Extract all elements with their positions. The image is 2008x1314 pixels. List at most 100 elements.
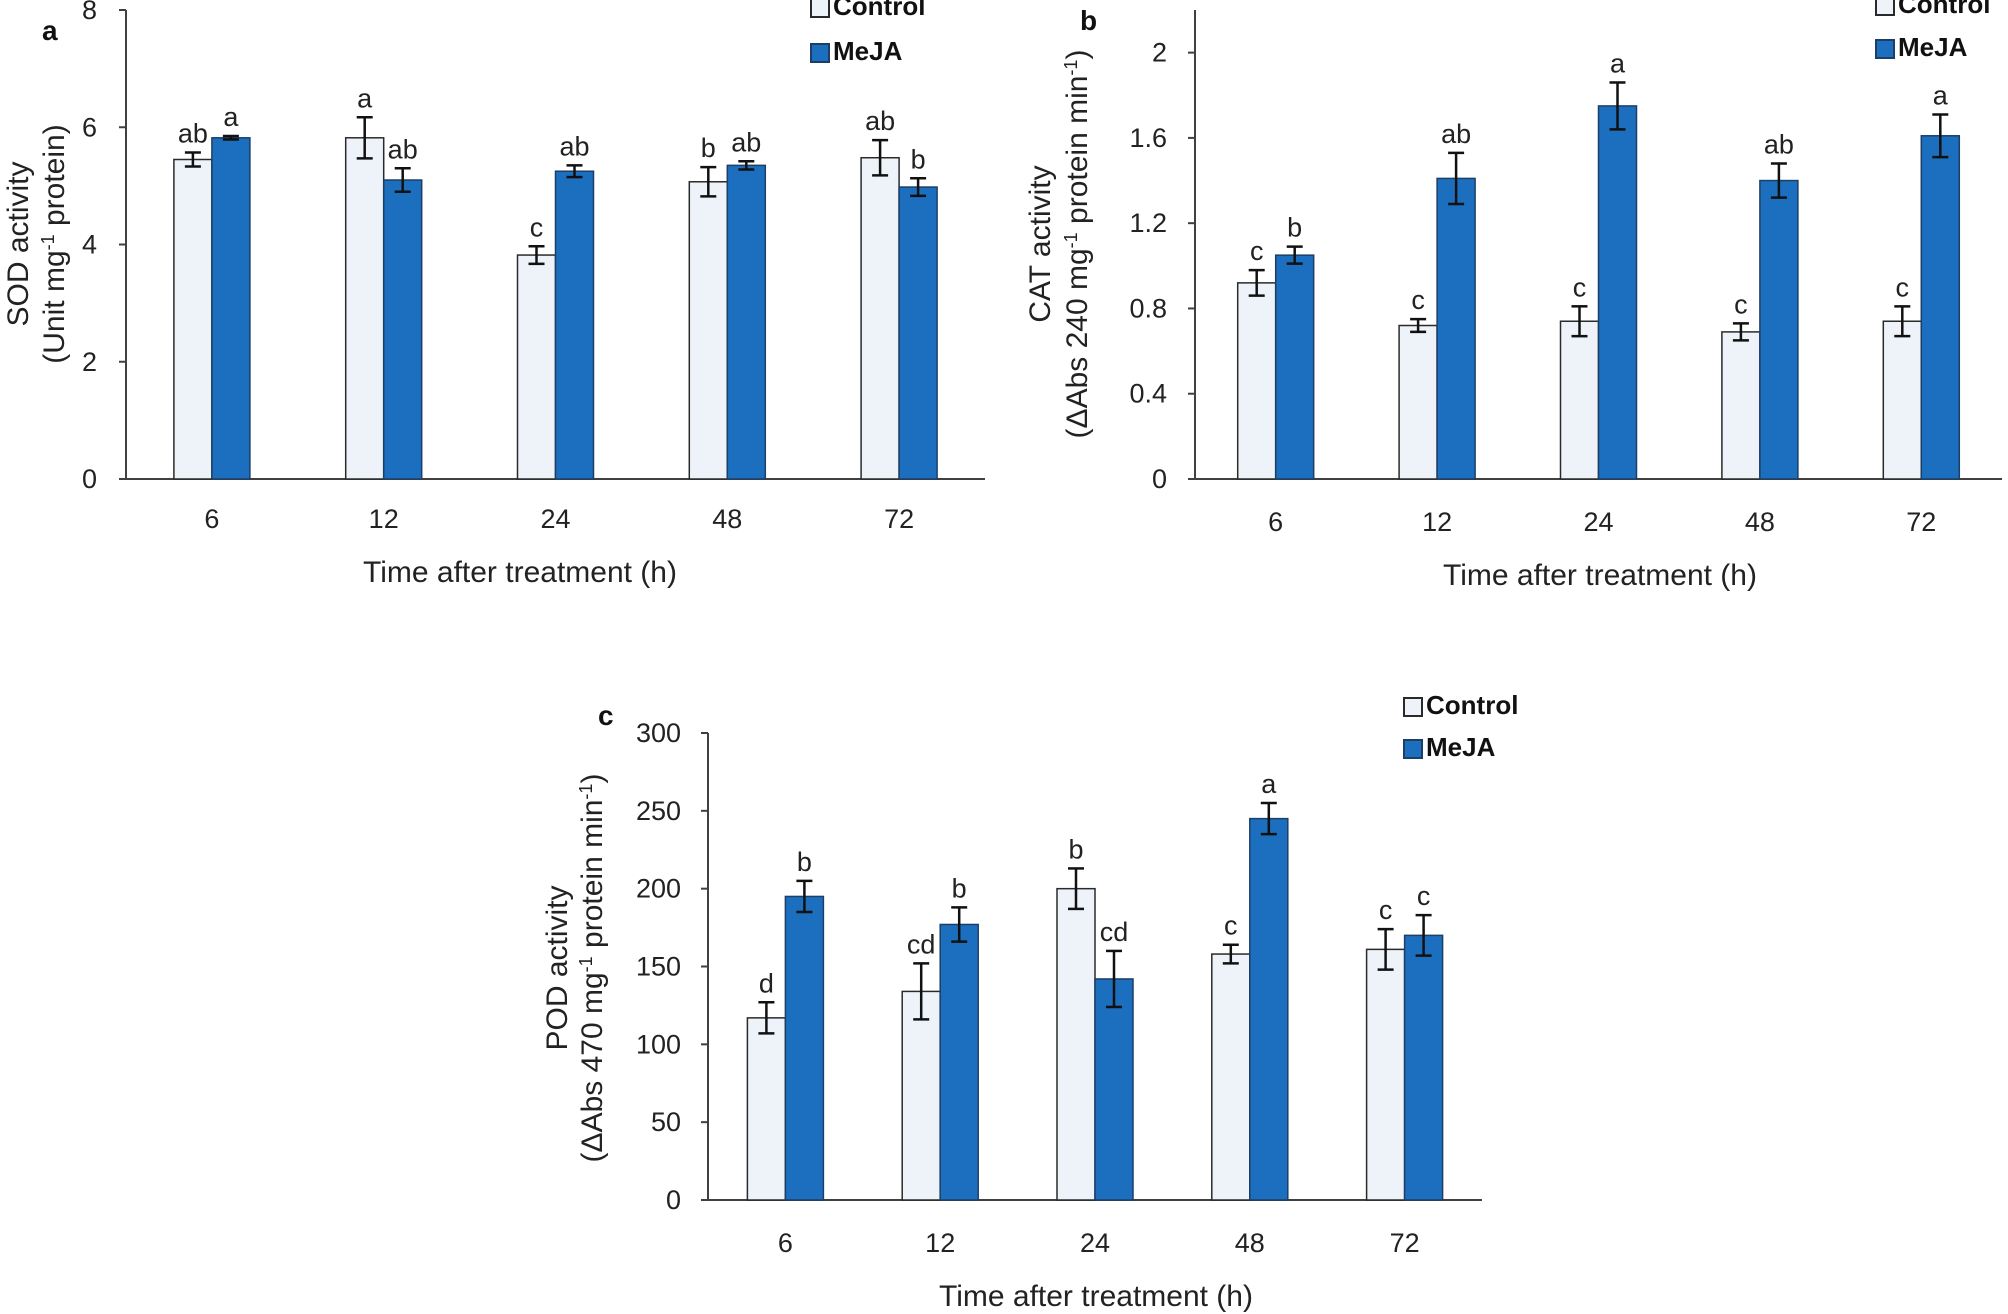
x-tick-label: 6 <box>778 1228 793 1258</box>
meja-bar <box>1249 817 1289 1201</box>
significance-letter: b <box>911 144 926 174</box>
significance-letter: b <box>701 133 716 163</box>
x-axis-title: Time after treatment (h) <box>939 1280 1253 1313</box>
control-bar <box>746 1017 787 1201</box>
significance-letter: ab <box>178 118 208 148</box>
y-axis-title-part: SOD activity <box>2 161 35 326</box>
y-axis-title: POD activity <box>541 885 574 1050</box>
control-bar <box>1236 282 1277 480</box>
y-axis-title-superscript: -1 <box>576 784 596 800</box>
y-axis-title: (ΔAbs 470 mg-1 protein min-1) <box>576 774 609 1163</box>
y-axis-title: SOD activity <box>2 161 35 326</box>
y-tick-label: 300 <box>636 718 681 748</box>
control-bar <box>1056 887 1096 1201</box>
control-bar <box>1398 324 1438 480</box>
legend-label-meja: MeJA <box>1426 732 1496 762</box>
significance-letter: c <box>1734 289 1748 319</box>
significance-letter: b <box>797 847 812 877</box>
legend-swatch-meja <box>1403 739 1423 759</box>
legend-label-meja: MeJA <box>1898 32 1968 62</box>
control-bar <box>1365 948 1406 1201</box>
legend-swatch-meja <box>810 43 830 63</box>
y-axis-title: (ΔAbs 240 mg-1 protein min-1) <box>1061 50 1094 439</box>
legend-label-control: Control <box>833 0 925 21</box>
panel-letter: b <box>1080 5 1097 36</box>
meja-bar <box>1436 177 1476 480</box>
meja-bar <box>1597 105 1638 480</box>
y-tick-label: 4 <box>82 230 97 260</box>
y-axis-title-part: (Unit mg <box>38 250 71 363</box>
legend-swatch-control <box>1875 0 1895 16</box>
panel-letter: a <box>42 15 58 46</box>
y-axis-title-part: ) <box>576 774 609 784</box>
significance-letter: c <box>1224 911 1238 941</box>
meja-bar <box>1403 934 1444 1201</box>
y-tick-label: 0.8 <box>1129 293 1167 323</box>
x-axis-title: Time after treatment (h) <box>1443 559 1757 592</box>
y-axis-title-part: protein min <box>1061 76 1094 233</box>
meja-bar <box>554 170 595 480</box>
meja-bar <box>784 895 825 1201</box>
significance-letter: c <box>1250 236 1264 266</box>
x-tick-label: 72 <box>1906 507 1936 537</box>
chart-panel-b: b00.40.81.21.626cb12cab24ca48cab72caTime… <box>1024 0 2002 592</box>
significance-letter: ab <box>731 127 761 157</box>
x-tick-label: 6 <box>204 504 219 534</box>
x-tick-label: 48 <box>1235 1228 1265 1258</box>
significance-letter: cd <box>1100 917 1129 947</box>
control-bar <box>1721 331 1761 480</box>
meja-bar <box>726 164 767 480</box>
significance-letter: ab <box>388 134 418 164</box>
x-tick-label: 48 <box>712 504 742 534</box>
control-bar <box>688 181 729 480</box>
x-tick-label: 48 <box>1745 507 1775 537</box>
significance-letter: c <box>1896 272 1910 302</box>
significance-letter: ab <box>1441 119 1471 149</box>
meja-bar <box>1920 135 1961 480</box>
significance-letter: a <box>1261 769 1277 799</box>
x-tick-label: 12 <box>925 1228 955 1258</box>
legend-swatch-control <box>1403 697 1423 717</box>
x-tick-label: 6 <box>1268 507 1283 537</box>
meja-bar <box>382 179 423 480</box>
significance-letter: c <box>1411 285 1425 315</box>
y-tick-label: 250 <box>636 796 681 826</box>
control-bar <box>860 156 900 480</box>
significance-letter: d <box>759 968 774 998</box>
panel-letter: c <box>598 700 614 731</box>
significance-letter: b <box>1287 213 1302 243</box>
x-tick-label: 24 <box>1080 1228 1110 1258</box>
y-tick-label: 6 <box>82 112 97 142</box>
x-tick-label: 12 <box>1422 507 1452 537</box>
control-bar <box>1211 953 1251 1201</box>
significance-letter: ab <box>559 131 589 161</box>
y-axis-title-part: (ΔAbs 240 mg <box>1061 248 1094 438</box>
significance-letter: cd <box>907 929 936 959</box>
significance-letter: c <box>1573 272 1587 302</box>
y-axis-title-superscript: -1 <box>1061 232 1081 248</box>
significance-letter: ab <box>865 106 895 136</box>
meja-bar <box>1759 179 1799 480</box>
x-tick-label: 24 <box>1583 507 1613 537</box>
y-tick-label: 200 <box>636 874 681 904</box>
y-axis-title: CAT activity <box>1024 165 1057 322</box>
y-tick-label: 8 <box>82 0 97 25</box>
significance-letter: a <box>223 102 239 132</box>
control-bar <box>516 254 557 480</box>
y-axis-title-superscript: -1 <box>1061 60 1081 76</box>
x-axis-title: Time after treatment (h) <box>363 556 677 589</box>
y-tick-label: 150 <box>636 952 681 982</box>
y-axis-title-superscript: -1 <box>576 956 596 972</box>
y-axis-title-part: (ΔAbs 470 mg <box>576 972 609 1162</box>
y-axis-title: (Unit mg-1 protein) <box>38 124 71 363</box>
y-axis-title-part: protein) <box>38 124 71 234</box>
y-tick-label: 0.4 <box>1129 379 1167 409</box>
control-bar <box>173 158 213 480</box>
y-tick-label: 1.2 <box>1129 208 1167 238</box>
significance-letter: b <box>1068 834 1083 864</box>
significance-letter: a <box>1933 80 1949 110</box>
y-tick-label: 2 <box>1152 38 1167 68</box>
y-axis-title-part: CAT activity <box>1024 165 1057 322</box>
